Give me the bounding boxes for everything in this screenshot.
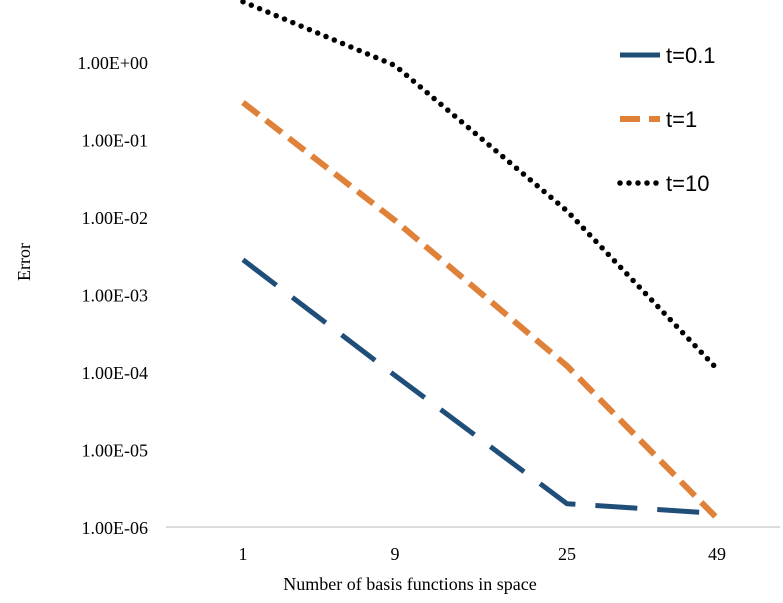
y-tick-label: 1.00E-03 (82, 286, 149, 306)
series-layer (240, 0, 720, 521)
legend-label-0: t=0.1 (666, 43, 716, 68)
series-line-2 (240, 0, 720, 372)
x-tick-label: 1 (239, 544, 248, 564)
y-tick-label: 1.00E-01 (82, 131, 149, 151)
series-line-0 (241, 257, 718, 516)
axes: 1.00E-06 1.00E-05 1.00E-04 1.00E-03 1.00E-02… (77, 53, 780, 564)
y-axis-title: Error (14, 243, 34, 281)
y-tick-label: 1.00E-04 (82, 363, 149, 383)
legend-label-1: t=1 (666, 107, 697, 132)
y-tick-label: 1.00E-06 (82, 518, 149, 538)
x-tick-label: 49 (708, 544, 726, 564)
y-tick-label: 1.00E-02 (82, 208, 149, 228)
y-tick-label: 1.00E-05 (82, 441, 149, 461)
x-axis-title: Number of basis functions in space (283, 574, 536, 594)
y-tick-label: 1.00E+00 (77, 53, 148, 73)
legend-label-2: t=10 (666, 171, 709, 196)
x-tick-label: 9 (391, 544, 400, 564)
legend: t=0.1 t=1 t=10 (617, 43, 716, 196)
series-line-1 (241, 100, 720, 521)
x-tick-label: 25 (558, 544, 576, 564)
